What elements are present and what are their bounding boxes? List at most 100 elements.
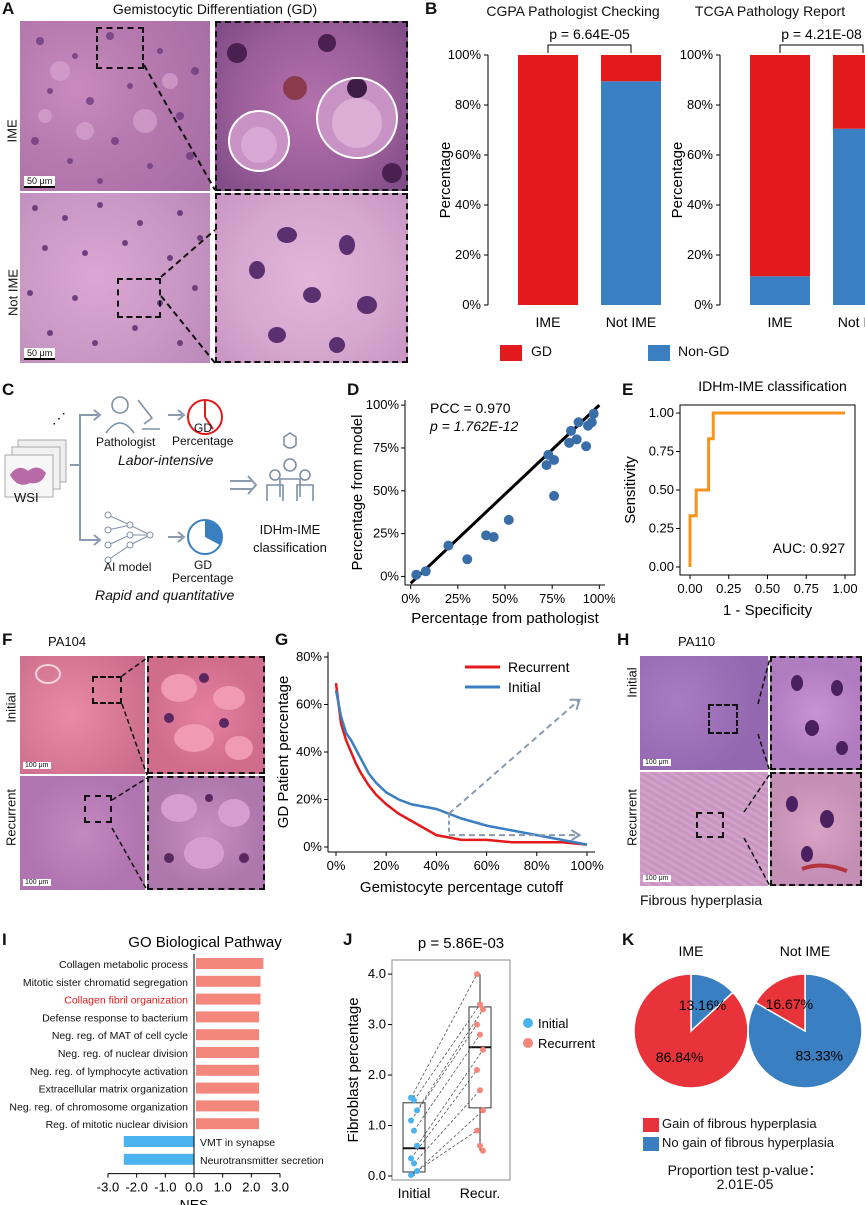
bar-non-gd — [601, 81, 661, 305]
x-tick-label: -3.0 — [97, 1180, 119, 1195]
pathway-label: Collagen metabolic process — [59, 959, 188, 971]
y-tick-label: 100% — [366, 397, 400, 412]
y-tick-label: 60% — [296, 697, 322, 712]
y-tick-label: 60% — [687, 147, 713, 162]
point-recurrent — [480, 1107, 486, 1114]
x-tick-label: Not IME — [838, 314, 865, 330]
histology-not-ime-zoom — [215, 193, 408, 363]
pair-line — [410, 973, 478, 1098]
bar-gd — [518, 55, 578, 305]
pie-label-no-gain: 13.16% — [679, 997, 726, 1013]
y-axis-label: Percentage from model — [349, 415, 366, 571]
zoom-box — [84, 795, 112, 823]
wsi-stack-icon: ⋰ — [4, 410, 67, 498]
point-initial — [411, 1127, 417, 1134]
x-tick-label: 2.0 — [242, 1180, 260, 1195]
percentage-label-1: Percentage — [172, 434, 234, 448]
histology-ime-zoom-cells — [227, 34, 402, 183]
y-tick-label: 100% — [448, 47, 482, 62]
panel-letter-j: J — [343, 930, 353, 949]
pie-slice-gain — [754, 973, 806, 1033]
scale-bar: 100 μm — [23, 879, 51, 886]
scatter-point — [564, 437, 575, 448]
point-recurrent — [477, 1001, 483, 1008]
y-tick-label: 3.0 — [368, 1017, 386, 1032]
pair-line — [413, 1034, 481, 1131]
pathway-label: VMT in synapse — [200, 1137, 275, 1149]
point-recurrent — [477, 1087, 483, 1094]
panel-letter-d: D — [347, 380, 360, 399]
y-tick-label: 0% — [303, 839, 322, 854]
proportion-test-line2: 2.01E-05 — [716, 1176, 774, 1192]
scale-bar: 100 μm — [23, 762, 51, 769]
y-tick-label: 0.50 — [649, 482, 674, 497]
histology-h-initial-zoom — [770, 656, 862, 770]
fibrous-hyperplasia-caption: Fibrous hyperplasia — [640, 892, 763, 908]
gd-label-2: GD — [194, 558, 212, 572]
panel-letter-f: F — [2, 630, 13, 649]
panel-h-zoom-lines — [743, 657, 771, 887]
scatter-point — [411, 569, 422, 580]
x-tick-label: 75% — [539, 591, 565, 606]
pair-line — [416, 1049, 484, 1146]
pair-line — [410, 1130, 478, 1176]
nes-bar — [196, 1047, 260, 1058]
legend-label-gain: Gain of fibrous hyperplasia — [662, 1116, 817, 1131]
x-tick-label: 80% — [524, 858, 550, 873]
chart-title: IDHm-IME classification — [698, 378, 847, 394]
pathologist-label: Pathologist — [96, 435, 156, 449]
point-initial — [411, 1097, 417, 1104]
point-recurrent — [480, 1006, 486, 1013]
pathway-label: Neg. reg. of lymphocyte activation — [30, 1066, 188, 1078]
panel-letter-k: K — [622, 930, 635, 949]
pair-line — [416, 1110, 484, 1172]
svg-text:⋰: ⋰ — [52, 410, 66, 426]
legend-dot-initial — [523, 1018, 533, 1028]
pathway-label: Neg. reg. of nuclear division — [58, 1048, 188, 1060]
panel-c-workflow: ⋰ — [4, 396, 314, 564]
significance-bracket — [779, 44, 864, 53]
pathway-label: Defense response to bacterium — [42, 1012, 188, 1024]
y-tick-label: 80% — [296, 649, 322, 664]
nes-bar — [196, 958, 264, 969]
ai-model-label: AI model — [104, 560, 152, 574]
point-recurrent — [477, 1142, 483, 1149]
y-axis-label: Percentage — [669, 142, 686, 219]
panel-b-right-title: TCGA Pathology Report — [694, 3, 846, 19]
y-tick-label: 75% — [373, 440, 399, 455]
zoom-box — [96, 27, 144, 69]
y-tick-label: 50% — [373, 483, 399, 498]
p-value: p = 4.21E-08 — [781, 26, 862, 42]
panel-letter-g: G — [275, 630, 289, 649]
pair-line — [410, 1024, 478, 1121]
y-axis-label: Sensitivity — [622, 456, 639, 524]
pie-title: Not IME — [780, 943, 831, 959]
x-tick-label: 0.00 — [677, 581, 702, 596]
x-tick-label: Initial — [398, 1185, 431, 1200]
bar-gd — [833, 55, 865, 129]
histology-not-ime-zoom-cells — [249, 227, 377, 353]
y-tick-label: 1.00 — [649, 405, 674, 420]
panel-k-pies: IME 86.84% 13.16% Not IME 16.67% 83.33% — [633, 943, 863, 1089]
x-tick-label: 40% — [423, 858, 449, 873]
point-initial — [411, 1160, 417, 1167]
zoom-box — [696, 812, 724, 838]
panel-j-box-plot: p = 5.86E-03 0.0 1.0 2.0 3.0 4.0 Initial Recur.… — [345, 935, 595, 1200]
arrow-head — [570, 829, 582, 841]
point-recurrent — [474, 1067, 480, 1073]
x-tick-label: -2.0 — [125, 1180, 147, 1195]
y-axis-label: Fibroblast percentage — [345, 997, 362, 1142]
series-line-initial — [334, 690, 588, 846]
legend-label-recurrent: Recurrent — [538, 1036, 595, 1051]
pie-label-gain: 16.67% — [766, 996, 813, 1012]
panel-letter-c: C — [2, 380, 15, 399]
nes-bar — [123, 1153, 194, 1165]
p-value: p = 5.86E-03 — [418, 935, 504, 952]
legend-label-recurrent: Recurrent — [508, 659, 570, 675]
histology-f-initial: 100 μm — [20, 656, 145, 774]
x-tick-label: 0% — [401, 591, 420, 606]
y-tick-label: 0% — [694, 297, 713, 312]
x-tick-label: 1.0 — [214, 1180, 232, 1195]
scale-bar: 50 μm — [24, 348, 56, 360]
pathway-label: Extracellular matrix organization — [39, 1084, 189, 1096]
